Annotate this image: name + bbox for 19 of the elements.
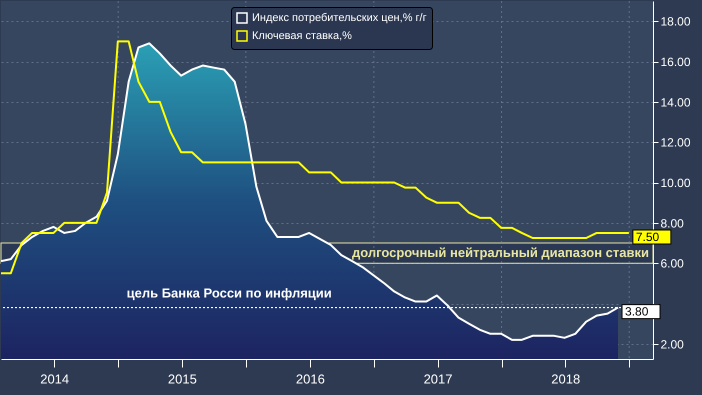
legend-label: Индекс потребительских цен,% г/г	[252, 12, 427, 24]
y-tick-label: 8.00	[660, 216, 684, 230]
x-tick-label: 2018	[551, 372, 580, 386]
y-tick-label: 16.00	[660, 55, 691, 70]
x-tick-label: 2016	[296, 372, 325, 386]
legend-label: Ключевая ставка,%	[252, 30, 352, 42]
data-label: 7.50	[636, 230, 660, 244]
band-label: долгосрочный нейтральный диапазон ставки	[352, 245, 650, 260]
data-label: 3.80	[625, 304, 649, 319]
y-tick-label: 10.00	[660, 176, 691, 190]
x-tick-label: 2015	[168, 372, 197, 386]
x-tick-label: 2014	[40, 372, 70, 386]
y-tick-label: 6.00	[660, 256, 684, 271]
y-tick-label: 18.00	[660, 14, 691, 29]
ref-line-label: цель Банка Росси по инфляции	[126, 286, 332, 301]
y-tick-label: 2.00	[660, 337, 684, 352]
y-tick-label: 14.00	[660, 95, 691, 110]
x-tick-label: 2017	[424, 372, 452, 386]
y-tick-label: 12.00	[660, 136, 691, 150]
